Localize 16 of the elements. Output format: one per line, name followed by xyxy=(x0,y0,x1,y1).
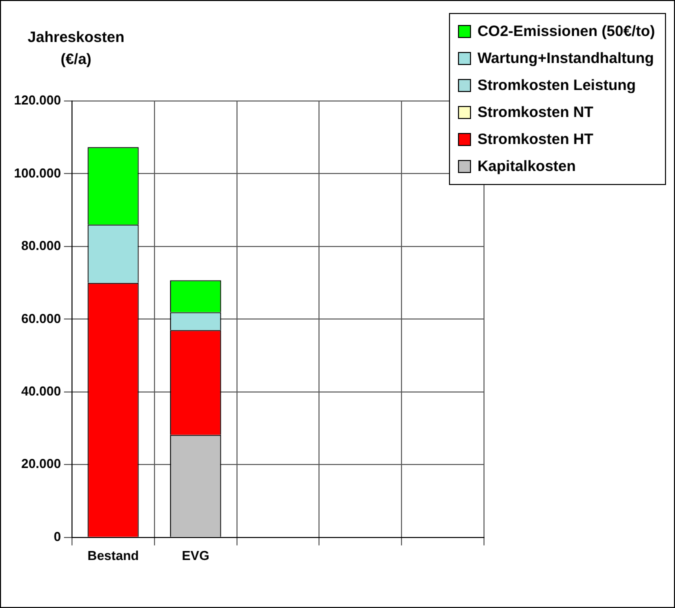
y-tick-label: 80.000 xyxy=(21,238,61,254)
y-tick-label: 40.000 xyxy=(21,384,61,399)
x-tick-label: EVG xyxy=(182,548,210,563)
legend-label: CO2-Emissionen (50€/to) xyxy=(477,23,655,40)
legend-label: Stromkosten HT xyxy=(477,131,594,148)
legend-label: Kapitalkosten xyxy=(477,158,576,175)
y-tick-label: 20.000 xyxy=(21,456,61,472)
y-axis-title: Jahreskosten (€/a) xyxy=(26,28,126,70)
y-tick-label: 60.000 xyxy=(21,310,61,326)
y-tick-label: 100.000 xyxy=(14,165,61,180)
legend-label: Stromkosten Leistung xyxy=(477,77,636,94)
y-tick-label: 0 xyxy=(54,528,61,544)
x-tick-label: Bestand xyxy=(88,548,139,563)
legend-label: Stromkosten NT xyxy=(477,104,594,121)
legend-label: Wartung+Instandhaltung xyxy=(477,50,654,67)
y-tick-label: 120.000 xyxy=(14,92,61,108)
